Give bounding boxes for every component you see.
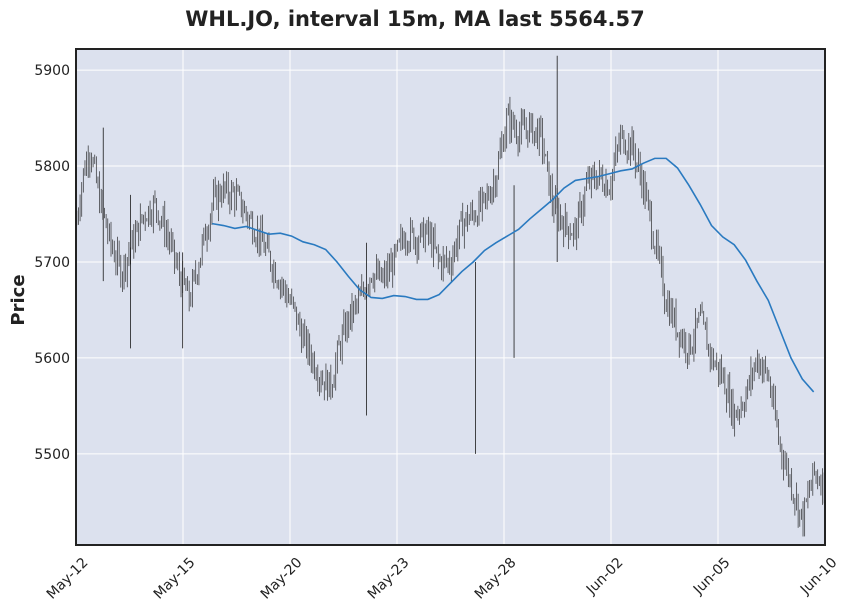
y-axis-label: Price — [8, 274, 29, 325]
y-tick-label: 5900 — [34, 63, 70, 79]
x-tick-label: May-20 — [258, 555, 306, 603]
x-axis-ticks: May-12 May-15 May-20 May-23 May-28 Jun-02 Jun-… — [44, 555, 841, 603]
x-tick-label: Jun-02 — [583, 555, 627, 599]
x-tick-label: May-28 — [472, 555, 520, 603]
y-tick-label: 5800 — [34, 159, 70, 175]
moving-average-line — [212, 157, 815, 393]
x-tick-label: Jun-05 — [690, 555, 734, 599]
y-tick-label: 5600 — [34, 351, 70, 367]
x-tick-label: May-15 — [151, 555, 199, 603]
plot-background — [76, 49, 825, 545]
y-axis-ticks: 5500 5600 5700 5800 5900 — [34, 63, 70, 463]
plot-frame — [75, 48, 826, 546]
price-candles — [76, 55, 825, 537]
y-tick-label: 5500 — [34, 447, 70, 463]
x-tick-label: May-23 — [365, 555, 413, 603]
x-tick-label: May-12 — [44, 555, 92, 603]
y-tick-label: 5700 — [34, 255, 70, 271]
x-tick-label: Jun-10 — [797, 555, 841, 599]
chart-title: WHL.JO, interval 15m, MA last 5564.57 — [185, 7, 645, 31]
